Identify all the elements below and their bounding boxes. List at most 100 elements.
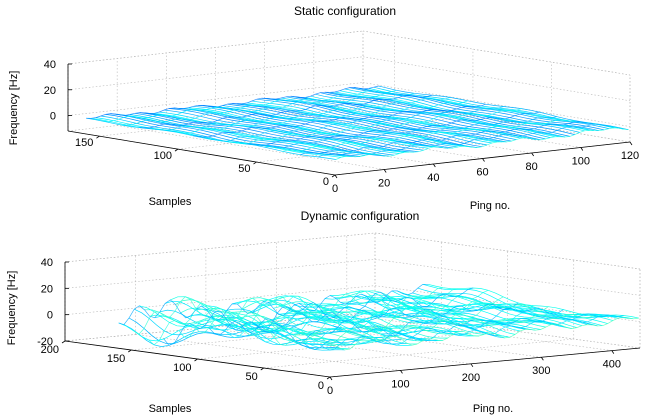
surface-line xyxy=(223,302,534,343)
box-edge xyxy=(362,30,631,76)
wall-grid-line xyxy=(67,82,364,116)
x-tick-mark xyxy=(334,174,338,179)
surface-line xyxy=(175,100,469,134)
x-tick-mark xyxy=(611,350,615,354)
y-tick-label: 0 xyxy=(323,176,329,188)
dynamic-samples-label: Samples xyxy=(149,403,192,415)
wall-grid-line xyxy=(67,56,364,91)
x-tick-mark xyxy=(383,169,387,173)
x-tick-label: 20 xyxy=(378,178,390,190)
y-tick-mark xyxy=(96,135,100,139)
x-tick-label: 120 xyxy=(621,150,639,162)
y-tick-mark xyxy=(194,358,198,362)
y-tick-label: 0 xyxy=(318,380,324,392)
z-tick-label: 40 xyxy=(41,257,53,269)
y-tick-mark xyxy=(61,340,66,344)
x-tick-mark xyxy=(400,370,403,374)
x-tick-mark xyxy=(541,357,544,361)
surface-line xyxy=(238,303,549,346)
x-tick-label: 60 xyxy=(476,167,488,179)
y-tick-label: 50 xyxy=(246,371,258,383)
surface-line xyxy=(264,116,558,148)
axes: 0 20 40 60 80 100 120 0 50 100 150 0 20 40 xyxy=(44,59,639,195)
surface-line xyxy=(246,111,540,146)
x-tick-label: 0 xyxy=(327,385,333,397)
box-edge xyxy=(374,232,641,270)
surface-line xyxy=(193,103,486,138)
floor-grid-line xyxy=(117,125,385,170)
wall-grid-line xyxy=(362,30,631,76)
z-tick-label: -20 xyxy=(37,336,53,348)
floor-grid-line xyxy=(131,320,442,351)
z-tick-label: 0 xyxy=(50,111,56,123)
static-configuration-plot: Static configuration Samples Ping no. Fr… xyxy=(8,4,639,212)
surface-line xyxy=(163,287,474,346)
y-tick-label: 100 xyxy=(173,362,191,374)
z-tick-label: 20 xyxy=(41,283,53,295)
y-tick-label: 50 xyxy=(238,163,250,175)
y-tick-label: 100 xyxy=(154,150,172,162)
surface-line xyxy=(329,317,639,351)
dynamic-ping-label: Ping no. xyxy=(473,403,513,415)
dynamic-configuration-plot: Dynamic configuration Samples Ping no. F… xyxy=(6,209,641,415)
surface-line xyxy=(118,283,428,326)
x-tick-mark xyxy=(629,141,633,146)
x-tick-label: 100 xyxy=(391,378,409,390)
x-tick-label: 100 xyxy=(572,156,590,168)
surface-line xyxy=(299,313,609,350)
y-tick-mark xyxy=(331,174,336,178)
z-tick-label: 40 xyxy=(44,59,56,71)
surface-line xyxy=(300,121,593,156)
dynamic-plot-title: Dynamic configuration xyxy=(301,209,420,223)
z-tick-label: 20 xyxy=(44,85,56,97)
y-tick-label: 150 xyxy=(75,137,93,149)
y-tick-mark xyxy=(253,161,257,165)
surface-line xyxy=(193,296,504,334)
surface-line xyxy=(157,97,451,131)
surface-line xyxy=(253,307,564,344)
box-edge xyxy=(374,311,641,349)
surface-line xyxy=(269,312,579,342)
surface-line xyxy=(228,108,522,145)
surface-line xyxy=(139,94,433,129)
static-plot-title: Static configuration xyxy=(294,4,396,18)
static-ping-label: Ping no. xyxy=(470,200,510,212)
wall-grid-line xyxy=(362,56,631,102)
wall-grid-line xyxy=(374,285,641,322)
z-tick-label: 0 xyxy=(47,310,53,322)
floor-grid-line xyxy=(256,128,552,163)
floor-grid-line xyxy=(263,338,574,369)
surface-line xyxy=(121,92,415,126)
surface-mesh xyxy=(118,283,639,351)
x-tick-mark xyxy=(531,152,534,157)
x-tick-mark xyxy=(329,376,333,381)
wall-grid-line xyxy=(374,259,641,296)
x-tick-mark xyxy=(470,363,474,368)
y-tick-label: 200 xyxy=(41,344,59,356)
x-tick-mark xyxy=(580,147,584,151)
floor-grid-line xyxy=(346,314,612,351)
y-axis-line xyxy=(67,130,336,176)
x-axis-line xyxy=(329,347,641,378)
x-tick-label: 300 xyxy=(532,365,550,377)
static-frequency-label: Frequency [Hz] xyxy=(8,71,20,146)
y-tick-label: 150 xyxy=(107,353,125,365)
y-tick-mark xyxy=(174,148,179,152)
x-tick-label: 0 xyxy=(332,183,338,195)
surface-line xyxy=(314,314,624,351)
y-tick-mark xyxy=(326,376,331,380)
wall-grid-line xyxy=(64,285,376,315)
surface-line xyxy=(86,85,379,119)
x-tick-label: 40 xyxy=(427,172,439,184)
y-tick-mark xyxy=(128,349,132,353)
surface-line xyxy=(335,127,629,160)
x-tick-mark xyxy=(482,158,485,162)
y-tick-mark xyxy=(260,367,264,371)
box-edge xyxy=(67,30,364,65)
surface-line xyxy=(317,123,611,158)
surface-mesh xyxy=(86,85,629,160)
wall-grid-line xyxy=(64,259,376,289)
surface-line xyxy=(284,314,594,345)
